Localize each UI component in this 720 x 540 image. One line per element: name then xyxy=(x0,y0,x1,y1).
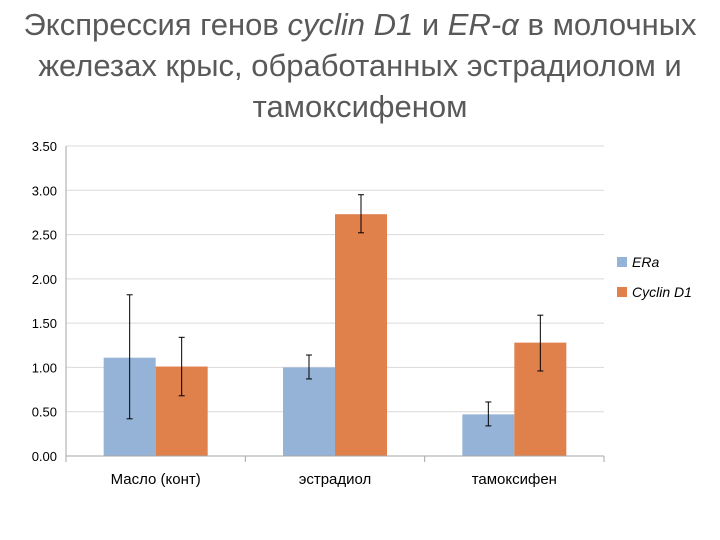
legend: ERa Cyclin D1 xyxy=(617,254,692,300)
y-tick-label: 0.50 xyxy=(32,405,57,420)
title-part: ER-α xyxy=(447,7,519,42)
y-tick-label: 0.00 xyxy=(32,449,57,464)
chart-title: Экспрессия генов cyclin D1 и ER-α в моло… xyxy=(20,4,700,127)
x-category-label: Масло (конт) xyxy=(111,471,201,488)
title-part: и xyxy=(413,7,448,42)
x-category-label: эстрадиол xyxy=(299,471,372,488)
y-tick-label: 2.50 xyxy=(32,228,57,243)
legend-label: ERa xyxy=(632,254,659,270)
title-part: Экспрессия генов xyxy=(23,7,288,42)
y-tick-label: 2.00 xyxy=(32,272,57,287)
y-tick-label: 1.00 xyxy=(32,360,57,375)
bar xyxy=(335,214,387,456)
y-tick-label: 3.50 xyxy=(32,139,57,154)
title-part: cyclin D1 xyxy=(287,7,414,42)
bars xyxy=(103,214,567,456)
legend-swatch xyxy=(617,287,627,297)
y-tick-label: 3.00 xyxy=(32,183,57,198)
title-part: в молочных железах крыс, обработанных эс… xyxy=(38,7,697,124)
bar xyxy=(283,367,335,456)
error-bars xyxy=(126,194,544,427)
y-tick-label: 1.50 xyxy=(32,316,57,331)
legend-swatch xyxy=(617,257,627,267)
x-axis-category-labels: Масло (конт) эстрадиол тамоксифен xyxy=(111,471,557,488)
axes xyxy=(65,146,605,462)
legend-label: Cyclin D1 xyxy=(632,284,692,300)
x-category-label: тамоксифен xyxy=(472,471,557,488)
y-axis-tick-labels: 0.00 0.50 1.00 1.50 2.00 2.50 3.00 3.50 xyxy=(32,139,57,464)
